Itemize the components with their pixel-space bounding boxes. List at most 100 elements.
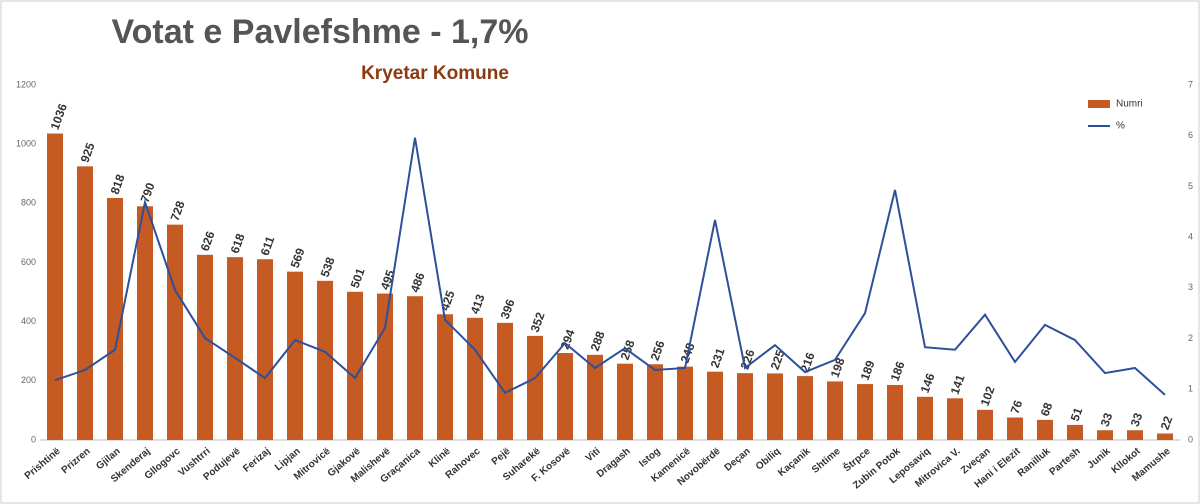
- bar: [257, 259, 273, 440]
- data-label: 146: [918, 371, 938, 395]
- bar: [737, 373, 753, 440]
- data-label: 256: [648, 338, 668, 362]
- bar: [827, 381, 843, 440]
- legend-label: Numri: [1116, 99, 1143, 110]
- data-label: 33: [1128, 411, 1146, 429]
- y2-tick-label: 0: [1188, 434, 1193, 444]
- data-label: 198: [828, 356, 848, 380]
- bar: [647, 364, 663, 440]
- y-tick-label: 600: [21, 257, 36, 267]
- bar: [437, 314, 453, 440]
- bar: [407, 296, 423, 440]
- data-label: 611: [258, 234, 278, 257]
- bar: [977, 409, 993, 440]
- bar: [857, 384, 873, 440]
- x-tick-label: Ferizaj: [241, 446, 273, 475]
- x-tick-label: Viti: [584, 446, 603, 464]
- bar: [1067, 424, 1083, 440]
- bar: [677, 366, 693, 440]
- y-tick-label: 1200: [16, 79, 36, 89]
- x-tick-label: Klinë: [427, 446, 453, 470]
- data-label: 790: [138, 180, 158, 204]
- bar: [287, 271, 303, 440]
- bar: [377, 293, 393, 440]
- x-tick-label: Istog: [637, 446, 662, 470]
- y-tick-label: 0: [31, 434, 36, 444]
- bar: [917, 396, 933, 440]
- data-label: 818: [108, 172, 128, 196]
- bar: [617, 363, 633, 440]
- data-label: 626: [198, 229, 218, 253]
- data-label: 231: [708, 346, 728, 370]
- bar: [707, 371, 723, 440]
- y2-tick-label: 1: [1188, 384, 1193, 394]
- y2-tick-label: 6: [1188, 130, 1193, 140]
- data-label: 413: [468, 292, 488, 316]
- bar: [137, 206, 153, 440]
- x-tick-label: Shtime: [810, 446, 843, 476]
- data-label: 1036: [48, 101, 70, 131]
- x-tick-label: Kaçanik: [776, 446, 813, 479]
- bar: [197, 254, 213, 440]
- x-tick-label: Pejë: [490, 446, 513, 468]
- data-label: 141: [948, 372, 968, 396]
- bar: [167, 224, 183, 440]
- chart-title: Votat e Pavlefshme - 1,7%: [112, 13, 529, 51]
- y-tick-label: 1000: [16, 139, 36, 149]
- bar: [887, 384, 903, 440]
- data-label: 618: [228, 231, 248, 255]
- y-tick-label: 400: [21, 316, 36, 326]
- bar: [797, 376, 813, 440]
- bar: [947, 398, 963, 440]
- bar: [1127, 430, 1143, 440]
- data-label: 33: [1098, 411, 1116, 429]
- x-tick-label: Partesh: [1047, 446, 1082, 478]
- y2-tick-label: 3: [1188, 282, 1193, 292]
- data-label: 569: [288, 246, 308, 270]
- data-label: 486: [408, 270, 428, 294]
- line: [54, 137, 1166, 396]
- data-label: 538: [318, 255, 338, 279]
- data-label: 189: [858, 358, 878, 382]
- x-tick-label: Prizren: [60, 446, 93, 476]
- y-tick-label: 200: [21, 375, 36, 385]
- data-label: 396: [498, 297, 518, 321]
- bar: [317, 280, 333, 440]
- legend-label: %: [1116, 121, 1125, 132]
- data-label: 22: [1158, 414, 1176, 432]
- bar: [77, 166, 93, 440]
- data-label: 501: [348, 266, 368, 290]
- bar: [557, 353, 573, 440]
- bar: [1157, 433, 1173, 440]
- x-tick-label: Ranilluk: [1016, 446, 1053, 480]
- x-tick-label: Dragash: [595, 446, 633, 480]
- data-label: 728: [168, 199, 188, 223]
- y-tick-label: 800: [21, 198, 36, 208]
- bar: [1037, 419, 1053, 440]
- data-label: 102: [978, 384, 998, 408]
- bar: [497, 322, 513, 440]
- bar: [467, 317, 483, 440]
- y2-tick-label: 5: [1188, 181, 1193, 191]
- bar: [1007, 417, 1023, 440]
- bar: [527, 335, 543, 440]
- legend-swatch: [1088, 100, 1110, 108]
- x-tick-label: Deçan: [723, 446, 753, 474]
- data-label: 225: [768, 348, 788, 372]
- x-tick-label: Prishtinë: [23, 446, 63, 482]
- bar: [587, 354, 603, 440]
- bar: [767, 373, 783, 440]
- data-label: 68: [1038, 400, 1056, 418]
- data-label: 186: [888, 359, 908, 383]
- y2-tick-label: 4: [1188, 232, 1193, 242]
- bar: [227, 257, 243, 440]
- data-label: 288: [588, 329, 608, 353]
- chart-subtitle: Kryetar Komune: [361, 63, 509, 84]
- bar: [47, 133, 63, 440]
- data-label: 352: [528, 310, 548, 334]
- data-label: 925: [78, 141, 98, 165]
- y2-tick-label: 7: [1188, 79, 1193, 89]
- bar: [107, 198, 123, 440]
